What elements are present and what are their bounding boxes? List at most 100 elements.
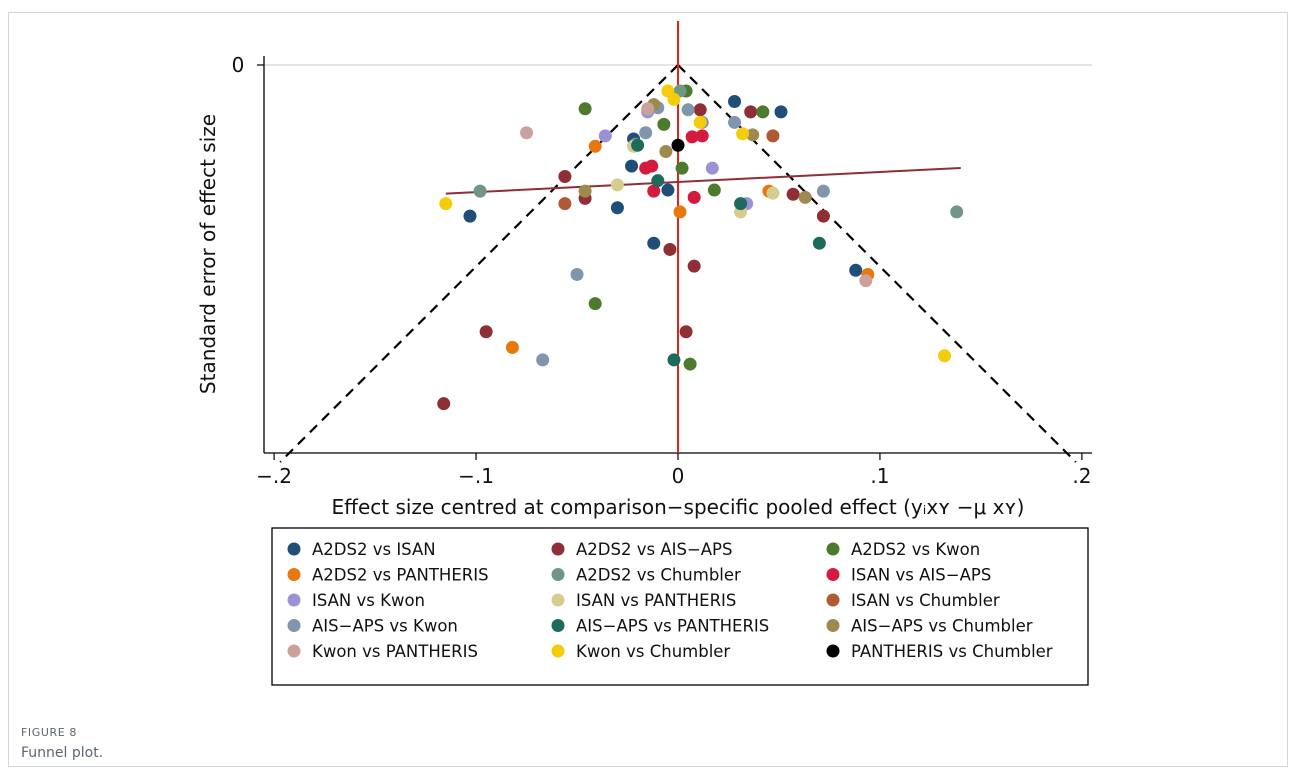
legend-label: AIS−APS vs PANTHERIS bbox=[576, 617, 769, 636]
data-point bbox=[667, 92, 681, 106]
x-tick-label: −.2 bbox=[256, 464, 292, 488]
legend-marker bbox=[826, 619, 840, 632]
y-axis-label: Standard error of effect size bbox=[196, 114, 220, 394]
data-point bbox=[463, 209, 477, 223]
data-point bbox=[625, 159, 639, 173]
legend-marker bbox=[287, 619, 301, 632]
legend-label: ISAN vs AIS−APS bbox=[851, 566, 991, 585]
data-point bbox=[588, 297, 602, 311]
legend-marker bbox=[287, 542, 301, 556]
figure-label: FIGURE 8 bbox=[21, 726, 78, 739]
data-point bbox=[685, 130, 699, 144]
data-point bbox=[645, 159, 659, 173]
data-point bbox=[598, 129, 612, 143]
data-point bbox=[588, 139, 602, 153]
data-point bbox=[558, 170, 572, 184]
data-point bbox=[473, 184, 487, 198]
data-point bbox=[536, 353, 550, 367]
data-point bbox=[693, 103, 707, 117]
data-point bbox=[798, 190, 812, 204]
data-point bbox=[641, 102, 655, 116]
funnel-plot: 0 −.2 −.1 0 .1 .2 Effect size centred at compa… bbox=[196, 21, 1092, 686]
data-point bbox=[667, 353, 681, 367]
data-point bbox=[671, 138, 685, 152]
data-point bbox=[558, 197, 572, 211]
data-point bbox=[610, 201, 624, 215]
legend-marker bbox=[551, 593, 565, 607]
data-point bbox=[693, 115, 707, 129]
x-tick-label: 0 bbox=[672, 464, 685, 488]
legend-marker bbox=[826, 568, 840, 581]
data-point bbox=[505, 340, 519, 354]
data-point bbox=[734, 197, 748, 211]
data-point bbox=[728, 115, 742, 129]
data-point bbox=[816, 209, 830, 223]
data-point bbox=[687, 259, 701, 273]
data-point bbox=[520, 126, 534, 140]
data-point bbox=[647, 184, 661, 198]
legend-label: Kwon vs Chumbler bbox=[576, 642, 730, 661]
legend-label: PANTHERIS vs Chumbler bbox=[851, 642, 1053, 661]
legend-label: A2DS2 vs PANTHERIS bbox=[312, 566, 489, 585]
data-point bbox=[766, 129, 780, 143]
legend-label: A2DS2 vs Kwon bbox=[851, 540, 980, 559]
x-tick-label: .1 bbox=[870, 464, 889, 488]
data-point bbox=[578, 184, 592, 198]
data-point bbox=[437, 397, 451, 411]
legend-marker bbox=[287, 568, 301, 581]
data-point bbox=[766, 186, 780, 200]
legend-label: A2DS2 vs ISAN bbox=[312, 540, 436, 559]
data-point bbox=[707, 183, 721, 197]
data-point bbox=[774, 105, 788, 119]
legend-marker bbox=[826, 593, 840, 607]
data-point bbox=[610, 178, 624, 192]
data-point bbox=[639, 126, 653, 140]
legend-label: AIS−APS vs Chumbler bbox=[851, 617, 1033, 636]
data-point bbox=[675, 161, 689, 175]
data-point bbox=[816, 184, 830, 198]
legend-label: Kwon vs PANTHERIS bbox=[312, 642, 478, 661]
data-point bbox=[695, 129, 709, 143]
data-point bbox=[439, 197, 453, 211]
data-point bbox=[479, 325, 493, 339]
legend-label: A2DS2 vs Chumbler bbox=[576, 566, 741, 585]
data-point bbox=[859, 274, 873, 288]
data-point bbox=[756, 105, 770, 119]
figure-panel: 0 −.2 −.1 0 .1 .2 Effect size centred at compa… bbox=[8, 12, 1288, 767]
data-point bbox=[673, 205, 687, 219]
legend-label: ISAN vs Chumbler bbox=[851, 591, 1000, 610]
funnel-left-bound bbox=[279, 64, 679, 463]
figure-caption: Funnel plot. bbox=[21, 745, 104, 761]
data-point bbox=[570, 267, 584, 281]
legend-label: AIS−APS vs Kwon bbox=[312, 617, 458, 636]
legend-marker bbox=[826, 644, 840, 658]
data-point bbox=[728, 94, 742, 108]
data-point bbox=[631, 138, 645, 152]
y-tick-label: 0 bbox=[232, 53, 245, 77]
data-point bbox=[812, 236, 826, 250]
legend-box bbox=[271, 527, 1089, 686]
data-point bbox=[746, 128, 760, 142]
legend-label: ISAN vs PANTHERIS bbox=[576, 591, 736, 610]
legend-marker bbox=[287, 644, 301, 658]
data-point bbox=[938, 349, 952, 363]
data-point bbox=[578, 102, 592, 116]
x-axis-label: Effect size centred at comparison−specif… bbox=[332, 495, 1025, 519]
legend-marker bbox=[551, 542, 565, 556]
data-point bbox=[683, 357, 697, 371]
data-point bbox=[659, 144, 673, 158]
data-point bbox=[651, 174, 665, 188]
legend-label: ISAN vs Kwon bbox=[312, 591, 425, 610]
data-point bbox=[705, 161, 719, 175]
data-point bbox=[849, 263, 863, 277]
data-point bbox=[663, 242, 677, 256]
legend-marker bbox=[551, 619, 565, 632]
data-point bbox=[736, 127, 750, 141]
legend-marker bbox=[551, 644, 565, 658]
legend-label: A2DS2 vs AIS−APS bbox=[576, 540, 732, 559]
x-tick-label: −.1 bbox=[458, 464, 494, 488]
data-point bbox=[681, 103, 695, 117]
data-point bbox=[950, 205, 964, 219]
regression-line bbox=[445, 166, 961, 195]
data-point bbox=[687, 190, 701, 204]
